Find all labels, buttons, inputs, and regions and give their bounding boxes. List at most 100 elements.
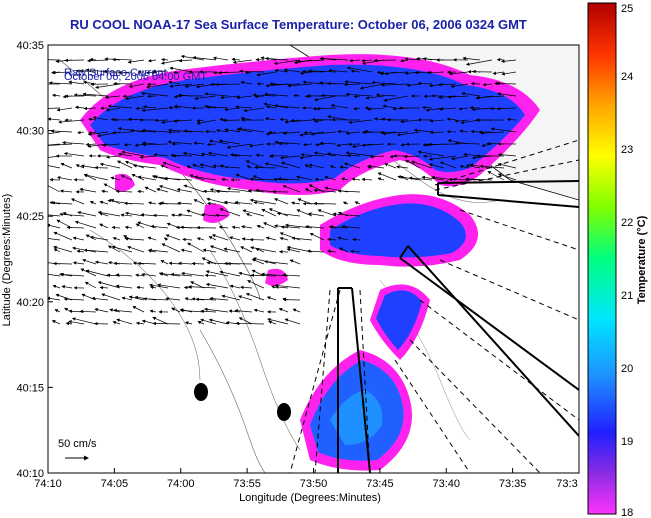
current-vector xyxy=(83,106,97,111)
current-vector xyxy=(182,237,193,242)
current-vector xyxy=(193,199,205,205)
current-vector xyxy=(121,296,133,301)
current-vector xyxy=(56,176,73,181)
current-vector xyxy=(83,173,109,181)
current-vector xyxy=(87,131,109,136)
current-vector xyxy=(223,247,241,253)
current-vector xyxy=(192,163,205,169)
current-vector xyxy=(238,317,253,325)
current-vector xyxy=(231,225,241,230)
current-vector xyxy=(116,318,133,325)
current-vector xyxy=(310,131,337,136)
current-vector xyxy=(255,153,265,157)
current-vector xyxy=(242,209,265,217)
current-vector xyxy=(279,232,301,241)
current-vector xyxy=(266,296,277,301)
current-vector xyxy=(48,143,73,148)
current-vector xyxy=(290,118,301,123)
current-vector xyxy=(305,224,325,229)
current-vector xyxy=(205,270,229,277)
current-vector xyxy=(62,140,85,145)
current-vector xyxy=(273,59,301,66)
current-vector xyxy=(222,118,241,123)
current-vector xyxy=(89,235,109,241)
current-vector xyxy=(343,82,361,87)
current-vector xyxy=(279,117,289,122)
current-vector xyxy=(396,131,421,137)
current-vector xyxy=(224,261,253,266)
current-vector xyxy=(127,245,145,253)
current-vector xyxy=(168,128,193,133)
current-vector xyxy=(193,141,205,145)
current-vector xyxy=(326,81,349,86)
current-vector xyxy=(148,248,169,253)
current-vector xyxy=(48,165,61,169)
current-vector xyxy=(353,106,361,111)
current-vector xyxy=(361,58,373,63)
current-vector xyxy=(332,212,361,217)
current-vector xyxy=(280,225,289,229)
current-vector xyxy=(377,177,385,181)
current-vector xyxy=(156,187,169,193)
current-vector xyxy=(403,154,421,159)
current-vector xyxy=(249,198,277,205)
current-vector xyxy=(79,187,97,193)
current-vector xyxy=(53,248,61,253)
current-vector xyxy=(253,200,265,205)
current-vector xyxy=(121,150,145,157)
current-vector xyxy=(330,103,349,109)
x-tick-label: 73:3 xyxy=(556,478,577,490)
current-vector xyxy=(200,309,217,314)
current-vector xyxy=(341,224,361,229)
colorbar-tick-label: 23 xyxy=(621,144,633,156)
current-vector xyxy=(152,69,169,73)
current-vector xyxy=(150,224,169,229)
current-vector xyxy=(296,175,313,181)
current-vector xyxy=(291,201,301,205)
current-vector xyxy=(253,308,265,313)
current-vector xyxy=(147,236,157,241)
current-vector xyxy=(160,59,181,65)
current-vector xyxy=(182,151,205,157)
current-vector xyxy=(207,151,229,157)
x-axis-label: Longitude (Degrees:Minutes) xyxy=(239,492,381,504)
current-vector xyxy=(85,269,109,277)
current-vector xyxy=(218,225,229,229)
current-vector xyxy=(159,272,181,277)
current-vector xyxy=(429,130,445,135)
current-vector xyxy=(476,95,505,100)
current-vector xyxy=(192,55,217,61)
colorbar-tick-label: 21 xyxy=(621,290,633,302)
current-vector xyxy=(54,309,61,313)
current-vector xyxy=(361,177,373,182)
current-vector xyxy=(165,296,181,301)
current-vector xyxy=(448,71,469,76)
current-vector xyxy=(48,273,61,277)
y-tick-label: 40:20 xyxy=(16,297,44,309)
current-vector xyxy=(282,131,301,135)
current-vector xyxy=(299,155,313,160)
current-vector xyxy=(94,308,109,313)
current-vector xyxy=(239,69,265,73)
current-vector xyxy=(327,237,337,242)
current-vector xyxy=(94,260,109,265)
current-vector xyxy=(366,107,385,111)
current-vector xyxy=(219,270,241,277)
current-vector xyxy=(264,259,289,265)
current-vector xyxy=(240,285,253,290)
x-tick-label: 74:10 xyxy=(34,478,62,490)
current-vector xyxy=(245,213,253,217)
current-vector xyxy=(80,164,97,169)
current-vector xyxy=(451,155,469,161)
current-vector xyxy=(157,283,181,289)
current-vector xyxy=(329,165,337,169)
current-vector xyxy=(280,155,301,160)
current-vector xyxy=(71,317,97,325)
current-vector xyxy=(144,186,157,193)
current-vector xyxy=(498,152,517,157)
x-tick-label: 73:45 xyxy=(366,478,394,490)
current-vector xyxy=(280,161,301,169)
current-vector xyxy=(274,198,289,205)
y-axis-label: Latitude (Degrees:Minutes) xyxy=(1,194,13,327)
current-vector xyxy=(293,93,301,98)
